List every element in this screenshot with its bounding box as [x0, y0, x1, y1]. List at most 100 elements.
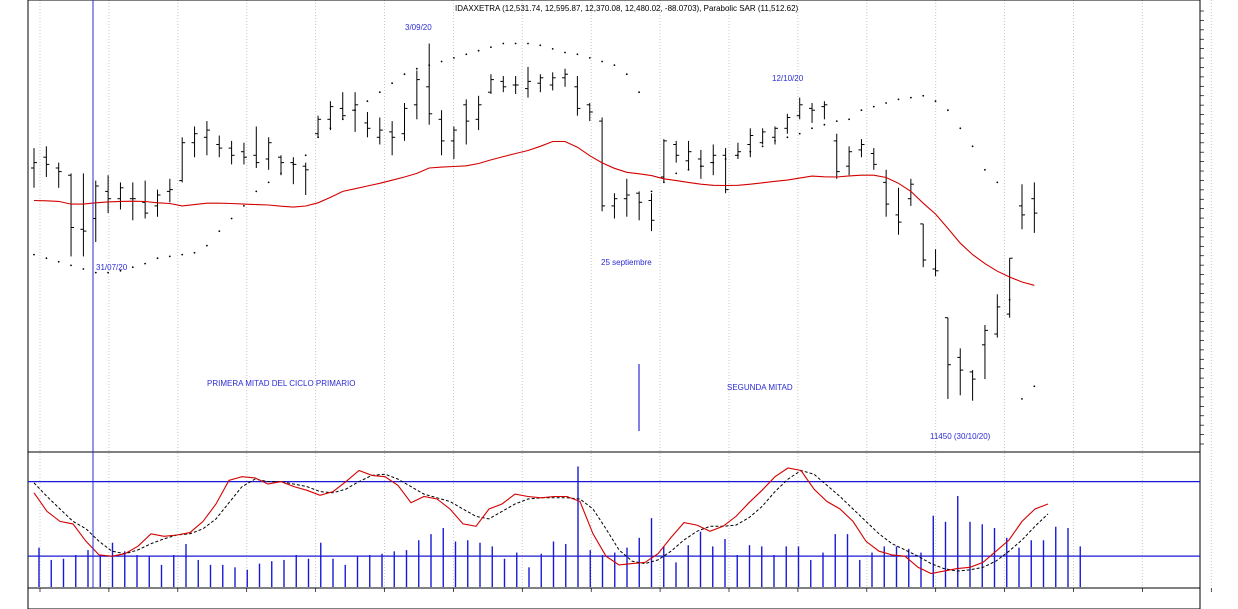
- stochastic-oscillator: [28, 467, 1200, 575]
- price-bar: [401, 103, 408, 141]
- price-bar: [772, 126, 778, 145]
- price-bar: [191, 126, 198, 158]
- volume-bars: [38, 466, 1081, 587]
- sar-dot: [218, 230, 221, 233]
- price-bar: [55, 162, 62, 188]
- price-bar: [240, 142, 247, 165]
- sar-dot: [267, 181, 270, 184]
- sar-dot: [613, 64, 616, 66]
- price-bar: [685, 140, 692, 170]
- price-bar: [352, 92, 359, 132]
- price-bar: [463, 99, 470, 145]
- price-bar: [389, 121, 396, 156]
- price-bar: [315, 115, 322, 138]
- price-bar: [562, 68, 569, 87]
- sar-dot: [638, 91, 640, 94]
- price-bar: [574, 76, 581, 116]
- price-bars: [31, 43, 1038, 401]
- price-bar: [68, 173, 75, 257]
- sar-dot: [465, 53, 468, 56]
- sar-dot: [119, 269, 122, 272]
- price-bar: [1006, 257, 1013, 318]
- sar-dot: [860, 109, 863, 112]
- price-bar: [932, 249, 939, 277]
- sar-dot: [551, 48, 554, 50]
- sar-dot: [181, 253, 184, 256]
- sar-dot: [910, 96, 912, 99]
- sar-dot: [1033, 385, 1036, 388]
- price-bar: [253, 126, 260, 168]
- price-bar: [413, 70, 420, 120]
- price-bar: [1031, 182, 1038, 233]
- price-bar: [203, 121, 210, 156]
- sar-dot: [996, 181, 999, 184]
- sar-dot: [490, 46, 492, 48]
- sar-dot: [527, 42, 529, 45]
- price-bar: [636, 191, 643, 221]
- sar-dot: [391, 82, 393, 85]
- price-bar: [660, 139, 667, 183]
- price-bar: [549, 72, 556, 91]
- price-bar: [339, 92, 346, 120]
- price-bar: [599, 117, 606, 212]
- price-bar: [475, 95, 482, 131]
- annotation-top-left: 31/07/20: [96, 263, 128, 272]
- price-bar: [796, 97, 803, 120]
- price-bar: [870, 148, 877, 170]
- sar-dot: [440, 60, 443, 63]
- price-bar: [43, 146, 50, 177]
- price-bar: [920, 223, 927, 268]
- price-bar: [697, 149, 704, 179]
- sar-dot: [885, 102, 887, 104]
- price-bar: [438, 110, 445, 156]
- price-bar: [821, 101, 828, 120]
- sar-dot: [564, 51, 566, 54]
- price-bar: [450, 126, 457, 159]
- sar-dot: [959, 127, 962, 130]
- sar-dot: [1021, 398, 1023, 400]
- price-bar: [710, 144, 717, 176]
- sar-dot: [872, 105, 875, 108]
- price-bar: [673, 140, 680, 163]
- sar-dot: [33, 253, 35, 256]
- sar-dot: [82, 268, 85, 270]
- price-bar: [80, 173, 87, 257]
- sar-dot: [675, 172, 678, 175]
- sar-dot: [539, 44, 542, 47]
- chart-header: IDAXXETRA (12,531.74, 12,595.87, 12,370.…: [455, 4, 799, 13]
- price-bar: [611, 193, 618, 219]
- price-bar: [1019, 184, 1025, 230]
- price-bar: [969, 370, 976, 401]
- price-bar: [228, 140, 235, 165]
- price-bar: [784, 113, 791, 134]
- sar-dot: [601, 60, 603, 63]
- sar-dot: [848, 118, 850, 121]
- sar-dot: [366, 100, 369, 103]
- price-bar: [907, 178, 914, 206]
- price-bar: [512, 76, 519, 94]
- price-bar: [895, 187, 902, 235]
- price-bar: [179, 137, 186, 183]
- sar-dot: [811, 127, 813, 130]
- sar-dot: [786, 136, 789, 139]
- price-bar: [734, 142, 741, 159]
- sar-dot: [206, 244, 208, 247]
- sar-dot: [922, 94, 925, 97]
- price-bar: [117, 182, 124, 210]
- sar-dot: [131, 266, 134, 269]
- sar-dot: [193, 251, 196, 254]
- sar-dot: [761, 145, 764, 148]
- price-bar: [809, 103, 816, 123]
- sar-dot: [947, 109, 949, 112]
- price-bar: [376, 117, 383, 145]
- stoch-k-line: [33, 467, 1049, 575]
- price-bar: [265, 137, 272, 170]
- price-bar: [105, 175, 112, 214]
- price-bar: [290, 157, 297, 185]
- price-bar: [426, 43, 433, 125]
- annotation-low-sep: 25 septiembre: [601, 258, 652, 267]
- price-bar: [216, 135, 223, 158]
- price-bar: [858, 139, 865, 158]
- price-bar: [833, 133, 840, 179]
